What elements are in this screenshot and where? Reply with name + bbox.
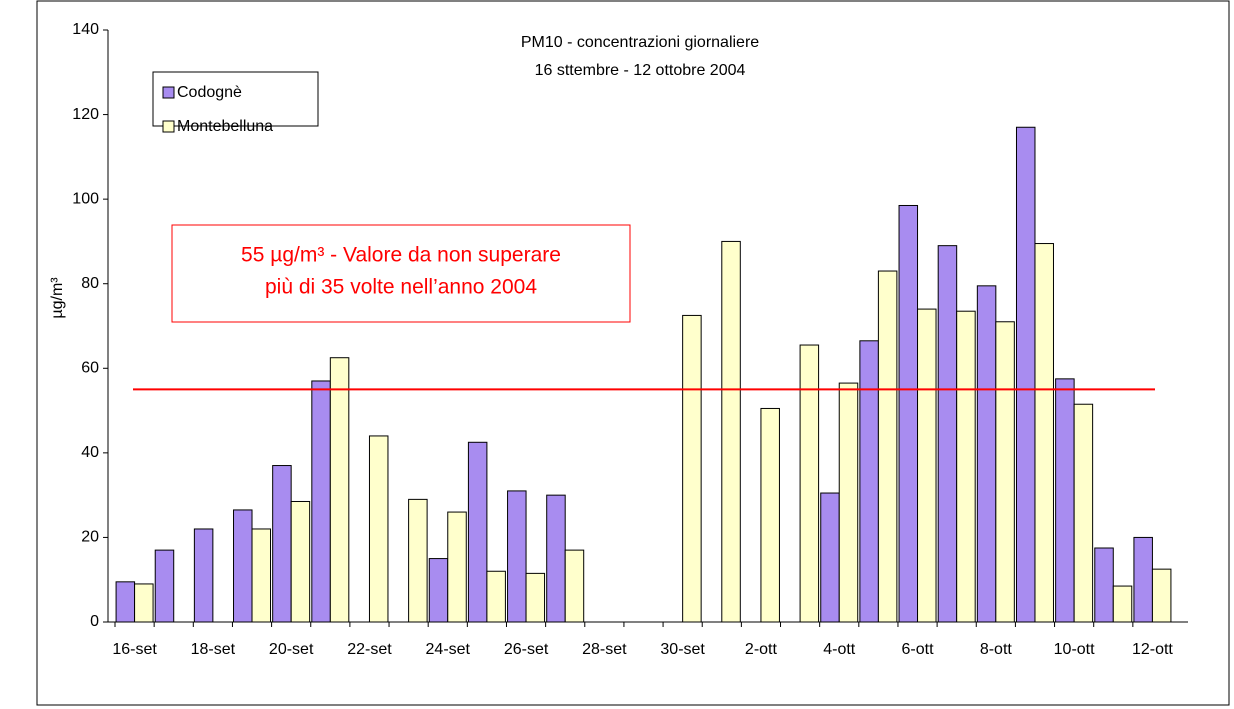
bar: [134, 583, 154, 623]
bar: [507, 490, 527, 623]
x-tick-label: 6-ott: [902, 641, 935, 658]
bar: [760, 407, 780, 623]
bar: [995, 321, 1015, 623]
bar: [467, 441, 488, 623]
bar: [820, 492, 840, 623]
bar: [1151, 568, 1172, 623]
bar: [290, 500, 311, 623]
bar: [1055, 378, 1075, 623]
bar: [233, 509, 253, 623]
bar: [525, 572, 546, 623]
bar: [799, 344, 820, 623]
x-tick-label: 10-ott: [1054, 641, 1095, 658]
x-tick-label: 30-set: [660, 641, 705, 658]
legend-box: [152, 71, 319, 127]
x-tick-label: 8-ott: [980, 641, 1013, 658]
bar: [956, 310, 976, 623]
bar: [917, 308, 937, 623]
legend-swatch: [162, 86, 175, 99]
y-tick-label: 80: [81, 275, 99, 292]
bar: [154, 549, 175, 623]
x-tick-label: 22-set: [347, 641, 392, 658]
chart-title: PM10 - concentrazioni giornaliere: [521, 34, 759, 51]
x-tick-label: 12-ott: [1132, 641, 1173, 658]
bar: [1034, 243, 1054, 623]
y-tick-label: 0: [90, 613, 99, 630]
bar: [682, 314, 702, 623]
annotation: 55 µg/m³ - Valore da non superare: [241, 244, 561, 267]
x-tick-label: 20-set: [269, 641, 314, 658]
x-tick-label: 18-set: [191, 641, 236, 658]
bar: [564, 549, 585, 623]
bar: [329, 357, 350, 623]
bar: [408, 498, 428, 623]
x-tick-label: 26-set: [504, 641, 549, 658]
bar: [428, 558, 449, 623]
bar: [859, 340, 879, 623]
bar: [1133, 536, 1153, 623]
y-tick-label: 60: [81, 360, 99, 377]
legend-label: Codognè: [177, 84, 242, 101]
chart-subtitle: 16 sttembre - 12 ottobre 2004: [535, 62, 746, 79]
annotation: più di 35 volte nell’anno 2004: [265, 276, 537, 299]
bar: [1112, 585, 1133, 623]
bar: [311, 380, 331, 623]
legend-label: Montebelluna: [177, 118, 273, 135]
bar: [937, 245, 958, 623]
annotation-box: [171, 224, 631, 323]
x-tick-label: 4-ott: [823, 641, 856, 658]
x-tick-label: 16-set: [112, 641, 157, 658]
bar: [193, 528, 214, 623]
legend-swatch: [162, 120, 175, 133]
bar: [447, 511, 467, 623]
bar: [115, 581, 136, 623]
bar: [898, 204, 919, 623]
y-tick-label: 40: [81, 444, 99, 461]
bar: [272, 465, 292, 623]
bar: [1073, 403, 1094, 623]
bar: [368, 435, 389, 623]
x-tick-label: 28-set: [582, 641, 627, 658]
bar: [877, 270, 898, 623]
bar: [976, 285, 997, 623]
bar: [546, 494, 566, 623]
y-tick-label: 20: [81, 529, 99, 546]
x-tick-label: 2-ott: [745, 641, 778, 658]
bar: [486, 570, 506, 623]
x-tick-label: 24-set: [426, 641, 471, 658]
y-tick-label: 140: [72, 21, 99, 38]
y-tick-label: 100: [72, 190, 99, 207]
bar: [251, 528, 272, 623]
bar: [1094, 547, 1114, 623]
bar: [838, 382, 859, 623]
bar: [1015, 126, 1036, 623]
bar: [721, 240, 741, 623]
y-tick-label: 120: [72, 106, 99, 123]
y-axis-label: µg/m³: [49, 277, 66, 319]
